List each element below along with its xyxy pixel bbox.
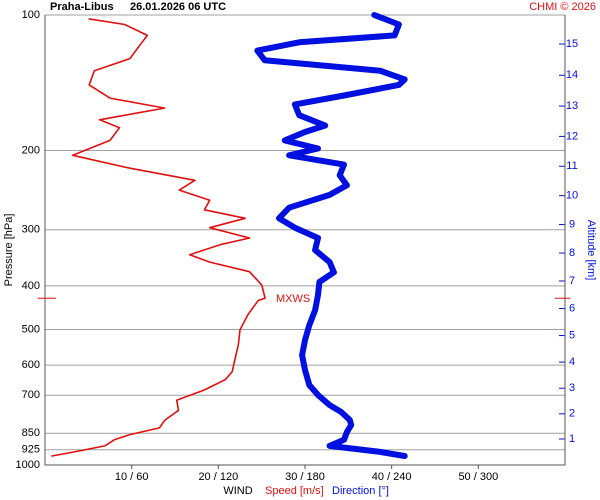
y2-tick-label: 6 [569,302,575,314]
y2-tick-label: 7 [569,275,575,287]
y2-tick-label: 9 [569,218,575,230]
y-tick-label: 100 [22,9,40,21]
x-tick-label: 10 / 60 [115,471,149,483]
y2-tick-label: 2 [569,408,575,420]
y-tick-label: 200 [22,144,40,156]
plot-frame [44,15,566,466]
profile-line [51,18,266,457]
y-axis-label: Pressure [hPa] [3,214,15,287]
credit: CHMI © 2026 [529,1,596,13]
y2-tick-label: 4 [569,356,575,368]
mxws-label: MXWS [276,293,310,305]
y-tick-label: 600 [22,359,40,371]
y2-tick-label: 13 [566,100,578,112]
y2-tick-label: 11 [566,160,577,172]
legend-entry: Speed [m/s] [265,485,324,497]
x-tick-label: 20 / 120 [198,471,238,483]
profile-line [254,12,408,459]
y-tick-label: 300 [22,224,40,236]
y2-tick-label: 14 [566,69,578,81]
y-tick-label: 850 [22,427,40,439]
y2-tick-label: 10 [566,190,578,202]
x-tick-label: 50 / 300 [458,471,498,483]
y2-tick-label: 15 [566,38,578,50]
y-tick-label: 500 [22,323,40,335]
y2-tick-label: 5 [569,329,575,341]
y-tick-label: 700 [22,389,40,401]
y-tick-label: 1000 [16,459,40,471]
y2-tick-label: 8 [569,247,575,259]
x-axis-label: WIND [223,485,252,497]
y2-axis-label: Altitude [km] [585,220,597,281]
y2-tick-label: 12 [566,130,578,142]
x-tick-label: 30 / 180 [285,471,325,483]
legend-entry: Direction [°] [332,485,389,497]
y-tick-label: 925 [22,444,40,456]
y-tick-label: 400 [22,280,40,292]
y2-tick-label: 1 [569,433,575,445]
x-tick-label: 40 / 240 [372,471,412,483]
sounding-time: 26.01.2026 06 UTC [130,1,226,13]
y2-tick-label: 3 [569,382,575,394]
station-name: Praha-Libus [50,1,114,13]
